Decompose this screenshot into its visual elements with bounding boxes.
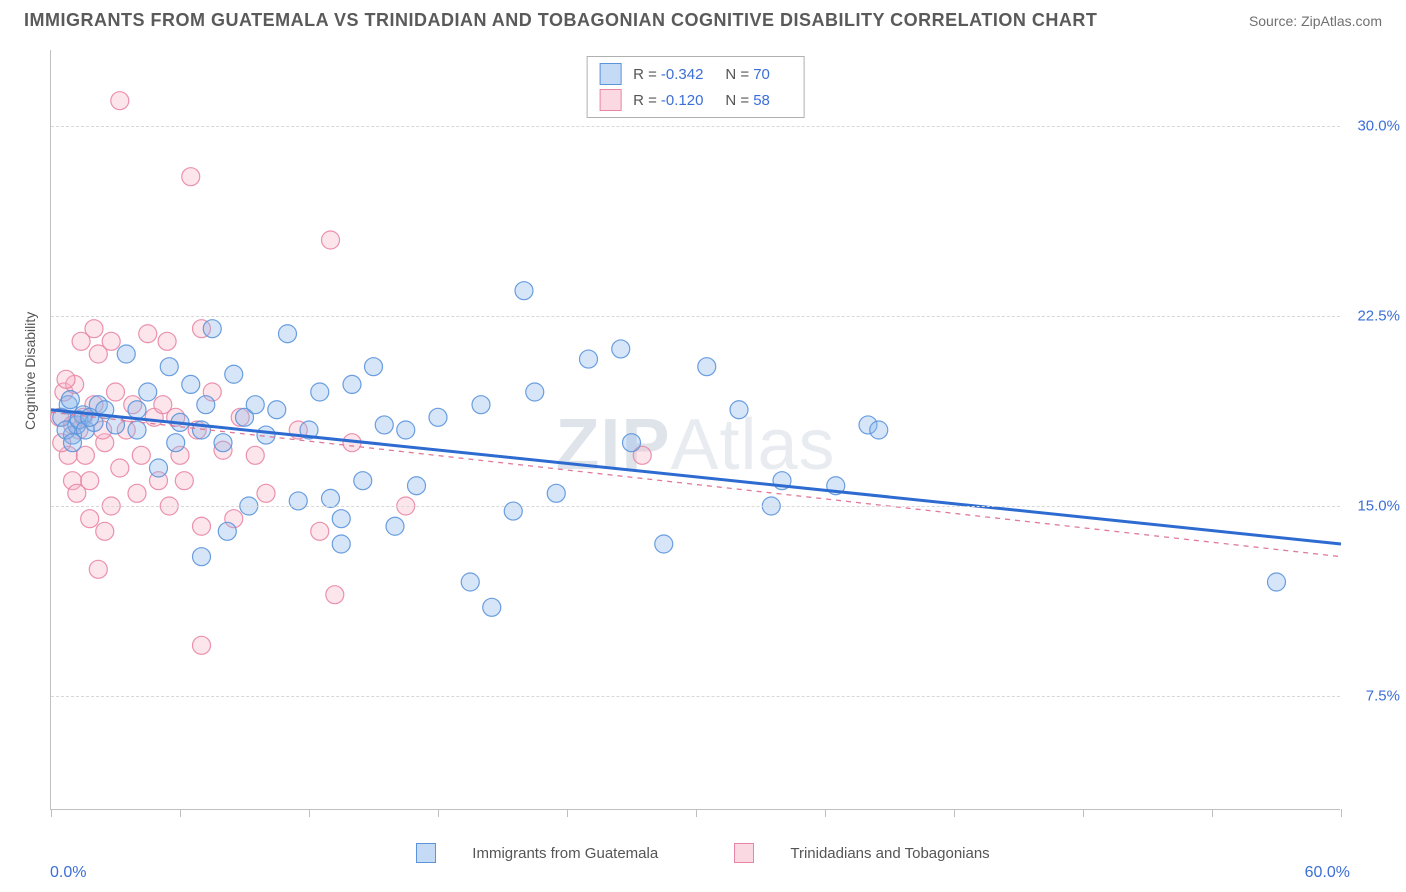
xtick — [696, 809, 697, 817]
y-axis-label: Cognitive Disability — [22, 312, 38, 430]
xtick — [180, 809, 181, 817]
xtick — [1212, 809, 1213, 817]
legend-label-pink: Trinidadians and Tobagonians — [790, 845, 989, 862]
legend-swatch-blue — [416, 843, 436, 863]
xtick — [51, 809, 52, 817]
stat-label: N = — [725, 92, 749, 109]
stat-r-blue: -0.342 — [661, 66, 704, 83]
ytick-label: 15.0% — [1357, 498, 1400, 515]
stat-label: R = — [633, 66, 657, 83]
series-legend: Immigrants from Guatemala Trinidadians a… — [0, 843, 1406, 867]
xtick — [438, 809, 439, 817]
stats-legend: R = -0.342 N = 70 R = -0.120 N = 58 — [586, 56, 805, 118]
stat-label: N = — [725, 66, 749, 83]
xtick — [954, 809, 955, 817]
xtick — [1083, 809, 1084, 817]
legend-swatch-blue — [599, 63, 621, 85]
ytick-label: 30.0% — [1357, 118, 1400, 135]
ytick-label: 7.5% — [1366, 688, 1400, 705]
chart-area: ZIPAtlas R = -0.342 N = 70 R = -0.120 N … — [50, 50, 1340, 810]
source-label: Source: ZipAtlas.com — [1249, 13, 1382, 29]
gridline — [51, 316, 1340, 317]
stat-r-pink: -0.120 — [661, 92, 704, 109]
xtick — [1341, 809, 1342, 817]
stat-label: R = — [633, 92, 657, 109]
gridline — [51, 126, 1340, 127]
stat-n-blue: 70 — [753, 66, 770, 83]
stat-n-pink: 58 — [753, 92, 770, 109]
xtick — [567, 809, 568, 817]
xtick — [309, 809, 310, 817]
legend-swatch-pink — [734, 843, 754, 863]
xtick — [825, 809, 826, 817]
legend-label-blue: Immigrants from Guatemala — [472, 845, 658, 862]
gridline — [51, 696, 1340, 697]
legend-swatch-pink — [599, 89, 621, 111]
gridline — [51, 506, 1340, 507]
ytick-label: 22.5% — [1357, 308, 1400, 325]
chart-title: IMMIGRANTS FROM GUATEMALA VS TRINIDADIAN… — [24, 10, 1097, 31]
